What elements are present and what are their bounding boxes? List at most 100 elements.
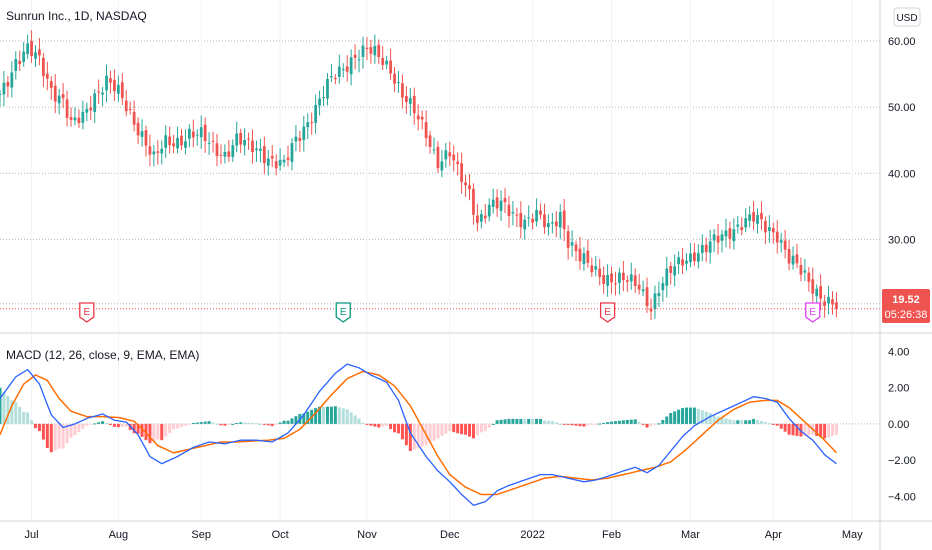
candle-body bbox=[787, 249, 791, 264]
macd-hist-bar bbox=[771, 423, 775, 425]
candle-body bbox=[144, 130, 148, 146]
candle-body bbox=[61, 94, 65, 99]
macd-hist-bar bbox=[819, 423, 823, 438]
macd-hist-bar bbox=[26, 412, 30, 424]
macd-histogram bbox=[0, 387, 838, 453]
candle-body bbox=[799, 265, 803, 275]
macd-hist-bar bbox=[420, 423, 424, 447]
time-axis[interactable]: Jul Aug Sep Oct Nov Dec 2022 Feb Mar Apr May bbox=[25, 529, 864, 541]
candle-body bbox=[0, 93, 2, 95]
candle-body bbox=[775, 231, 779, 243]
macd-hist-bar bbox=[57, 423, 61, 449]
macd-hist-bar bbox=[164, 423, 168, 437]
time-tick-label: Jul bbox=[25, 529, 39, 541]
macd-hist-bar bbox=[602, 422, 606, 424]
candle-body bbox=[401, 83, 404, 98]
candle-body bbox=[744, 218, 748, 228]
macd-hist-bar bbox=[329, 406, 333, 424]
candle-body bbox=[582, 253, 586, 264]
macd-hist-bar bbox=[728, 419, 732, 424]
price-tick-label: 30.00 bbox=[888, 234, 916, 246]
candle-body bbox=[771, 228, 775, 233]
macd-tick-label: 4.00 bbox=[888, 346, 909, 358]
macd-hist-bar bbox=[491, 423, 495, 425]
candle-body bbox=[629, 274, 633, 282]
candle-body bbox=[610, 273, 613, 283]
earnings-marker[interactable]: E bbox=[79, 302, 95, 323]
candle-body bbox=[397, 82, 400, 84]
macd-hist-bar bbox=[41, 423, 45, 440]
candle-body bbox=[507, 204, 511, 217]
macd-hist-bar bbox=[290, 418, 294, 424]
macd-hist-bar bbox=[14, 402, 18, 424]
candle-body bbox=[38, 49, 41, 56]
earnings-marker[interactable]: E bbox=[599, 302, 616, 323]
macd-hist-bar bbox=[606, 422, 610, 424]
macd-title[interactable]: MACD (12, 26, close, 9, EMA, EMA) bbox=[6, 348, 199, 362]
candle-body bbox=[341, 69, 345, 71]
macd-hist-bar bbox=[412, 423, 416, 450]
macd-hist-bar bbox=[677, 409, 681, 424]
candle-body bbox=[685, 260, 688, 264]
macd-hist-bar bbox=[704, 411, 708, 424]
candle-body bbox=[566, 231, 570, 248]
candle-body bbox=[476, 215, 479, 223]
macd-hist-bar bbox=[187, 423, 191, 425]
macd-hist-bar bbox=[475, 423, 479, 436]
macd-hist-bar bbox=[732, 420, 736, 424]
currency-button[interactable]: USD bbox=[893, 7, 921, 27]
macd-hist-bar bbox=[140, 423, 144, 437]
symbol-title[interactable]: Sunrun Inc., 1D, NASDAQ bbox=[6, 9, 147, 23]
macd-hist-bar bbox=[582, 423, 586, 427]
time-tick-label: Mar bbox=[681, 529, 700, 541]
macd-hist-bar bbox=[353, 415, 357, 424]
bar-countdown: 05:26:38 bbox=[885, 309, 928, 321]
candle-body bbox=[326, 79, 329, 99]
candle-body bbox=[333, 78, 337, 80]
candle-body bbox=[440, 161, 444, 171]
macd-hist-bar bbox=[266, 423, 270, 426]
candle-body bbox=[203, 124, 207, 142]
candle-body bbox=[633, 275, 637, 287]
time-tick-label: Feb bbox=[602, 529, 621, 541]
price-axis[interactable]: 60.00 50.00 40.00 30.00 bbox=[888, 36, 916, 246]
candle-body bbox=[77, 117, 81, 124]
macd-hist-bar bbox=[795, 423, 799, 436]
candle-body bbox=[665, 268, 669, 286]
macd-hist-bar bbox=[69, 423, 73, 438]
macd-hist-bar bbox=[578, 423, 582, 427]
candle-body bbox=[207, 142, 211, 144]
last-price-value: 19.52 bbox=[892, 294, 920, 306]
earnings-marker[interactable]: E bbox=[335, 302, 351, 323]
candle-body bbox=[606, 274, 609, 286]
candle-body bbox=[69, 117, 73, 120]
candle-body bbox=[262, 146, 266, 164]
macd-hist-bar bbox=[373, 423, 377, 427]
price-candles bbox=[0, 30, 838, 320]
earnings-marker-shape bbox=[79, 302, 95, 323]
macd-pane[interactable] bbox=[0, 363, 880, 507]
candle-body bbox=[756, 215, 759, 224]
candle-body bbox=[132, 111, 136, 125]
macd-hist-bar bbox=[156, 423, 160, 440]
candle-body bbox=[318, 98, 321, 106]
candle-body bbox=[657, 292, 661, 297]
macd-hist-bar bbox=[199, 422, 203, 424]
earnings-marker[interactable]: E bbox=[805, 302, 821, 323]
macd-axis[interactable]: 4.00 2.00 0.00 −2.00 −4.00 bbox=[888, 346, 916, 503]
candle-body bbox=[760, 213, 763, 220]
candle-body bbox=[247, 138, 250, 140]
macd-hist-bar bbox=[574, 423, 578, 426]
macd-hist-bar bbox=[239, 422, 243, 424]
candle-body bbox=[416, 115, 420, 120]
macd-hist-bar bbox=[428, 423, 432, 444]
candle-body bbox=[554, 221, 558, 227]
candle-body bbox=[472, 188, 475, 215]
macd-hist-bar bbox=[610, 421, 614, 424]
macd-hist-bar bbox=[30, 420, 34, 424]
macd-hist-bar bbox=[696, 408, 700, 424]
macd-hist-bar bbox=[736, 420, 740, 424]
